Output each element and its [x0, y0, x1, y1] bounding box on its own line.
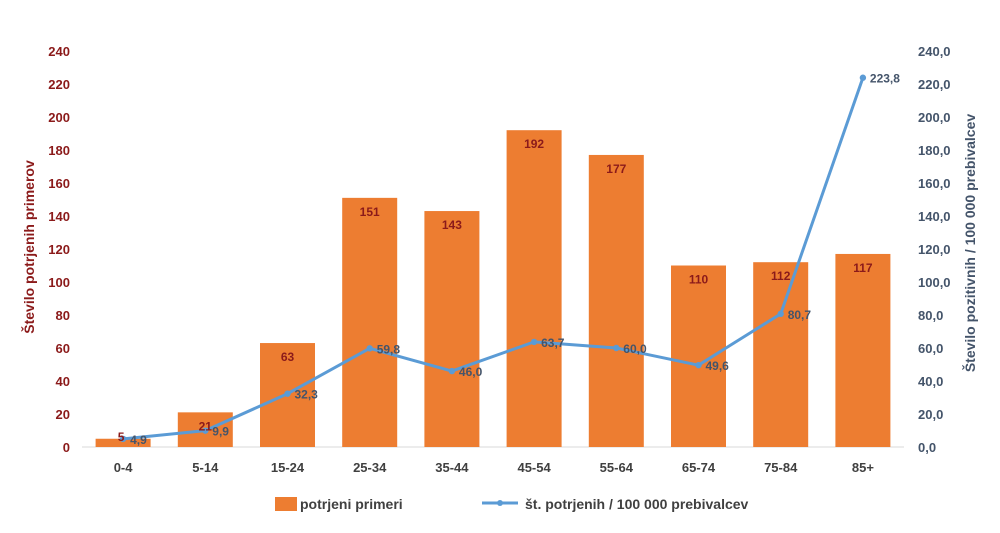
x-tick-label: 15-24: [271, 460, 305, 475]
left-tick-label: 140: [48, 209, 70, 224]
left-axis-title: Število potrjenih primerov: [20, 160, 37, 334]
bar-value-label: 5: [118, 430, 125, 444]
bar-value-label: 177: [606, 162, 626, 176]
left-tick-label: 60: [56, 341, 70, 356]
left-tick-label: 40: [56, 374, 70, 389]
line-point: [366, 345, 373, 352]
left-axis-ticks: 0 20 40 60 80 100 120 140 160 180 200 220 240: [48, 44, 70, 455]
right-tick-label: 100,0: [918, 275, 951, 290]
line-point: [202, 427, 209, 434]
bar: [671, 265, 726, 447]
right-tick-label: 200,0: [918, 110, 951, 125]
bar: [835, 253, 891, 447]
line-point: [859, 74, 867, 81]
bar: [424, 211, 480, 447]
left-tick-label: 100: [48, 275, 70, 290]
bar-value-label: 151: [360, 205, 380, 219]
bar: [342, 197, 398, 447]
left-tick-label: 200: [48, 110, 70, 125]
right-tick-label: 20,0: [918, 407, 943, 422]
bar: [753, 262, 809, 447]
line-value-label: 46,0: [459, 365, 483, 379]
x-tick-label: 55-64: [600, 460, 634, 475]
line-value-label: 9,9: [212, 425, 229, 439]
left-tick-label: 220: [48, 77, 70, 92]
bar-value-label: 192: [524, 137, 544, 151]
line-value-label: 4,9: [130, 433, 147, 447]
right-tick-label: 180,0: [918, 143, 951, 158]
legend-label-line: št. potrjenih / 100 000 prebivalcev: [525, 496, 749, 512]
left-tick-label: 20: [56, 407, 70, 422]
x-tick-label: 25-34: [353, 460, 387, 475]
line-point: [695, 361, 702, 369]
right-tick-label: 40,0: [918, 374, 943, 389]
right-tick-label: 160,0: [918, 176, 951, 191]
line-point: [777, 310, 784, 318]
line-value-label: 223,8: [870, 72, 900, 86]
line-data-labels: 4,9 9,9 32,3 59,8 46,0 63,7 60,0 49,6 80,7 223,8: [130, 72, 900, 447]
x-tick-label: 5-14: [192, 460, 219, 475]
right-tick-label: 120,0: [918, 242, 951, 257]
x-tick-label: 85+: [852, 460, 874, 475]
bar-value-label: 110: [689, 273, 709, 287]
bar-value-label: 143: [442, 218, 462, 232]
line-point: [119, 435, 127, 443]
bar-value-label: 21: [199, 419, 213, 433]
line-path: [122, 77, 865, 441]
x-tick-label: 75-84: [764, 460, 798, 475]
right-tick-label: 140,0: [918, 209, 951, 224]
x-tick-label: 65-74: [682, 460, 716, 475]
legend-swatch-bars: [275, 497, 297, 511]
x-tick-label: 0-4: [114, 460, 134, 475]
line-point: [530, 338, 538, 346]
x-axis-ticks: 0-4 5-14 15-24 25-34 35-44 45-54 55-64 65-74 75-…: [114, 460, 875, 475]
right-tick-label: 240,0: [918, 44, 951, 59]
left-tick-label: 120: [48, 242, 70, 257]
left-tick-label: 240: [48, 44, 70, 59]
line-value-label: 80,7: [788, 308, 812, 322]
bar: [95, 438, 151, 447]
left-tick-label: 0: [63, 440, 70, 455]
line-value-label: 32,3: [295, 388, 319, 402]
line-series: [119, 74, 867, 443]
line-value-label: 63,7: [541, 336, 565, 350]
right-axis-ticks: 0,0 20,0 40,0 60,0 80,0 100,0 120,0 140,0 160,0 1…: [918, 44, 951, 455]
bar-value-label: 117: [853, 261, 873, 275]
bar-series: [95, 130, 891, 447]
right-tick-label: 0,0: [918, 440, 936, 455]
bar-data-labels: 5 21 63 151 143 192 177 110 112 117: [118, 137, 873, 444]
line-value-label: 60,0: [623, 342, 647, 356]
line-point: [448, 367, 456, 375]
left-tick-label: 180: [48, 143, 70, 158]
x-tick-label: 35-44: [435, 460, 469, 475]
bar-value-label: 112: [771, 269, 791, 283]
right-tick-label: 60,0: [918, 341, 943, 356]
bar-value-label: 63: [281, 350, 295, 364]
legend-marker-line: [497, 500, 503, 506]
line-point: [613, 344, 620, 352]
line-value-label: 59,8: [377, 342, 401, 356]
right-tick-label: 80,0: [918, 308, 943, 323]
left-tick-label: 160: [48, 176, 70, 191]
line-value-label: 49,6: [706, 359, 730, 373]
left-tick-label: 80: [56, 308, 70, 323]
legend-label-bars: potrjeni primeri: [300, 496, 403, 512]
bar: [588, 154, 644, 447]
bar: [506, 130, 562, 447]
line-point: [284, 390, 291, 397]
right-tick-label: 220,0: [918, 77, 951, 92]
right-axis-title: Število pozitivnih / 100 000 prebivalcev: [961, 114, 978, 373]
legend: potrjeni primeri št. potrjenih / 100 000…: [275, 496, 749, 512]
x-tick-label: 45-54: [517, 460, 551, 475]
